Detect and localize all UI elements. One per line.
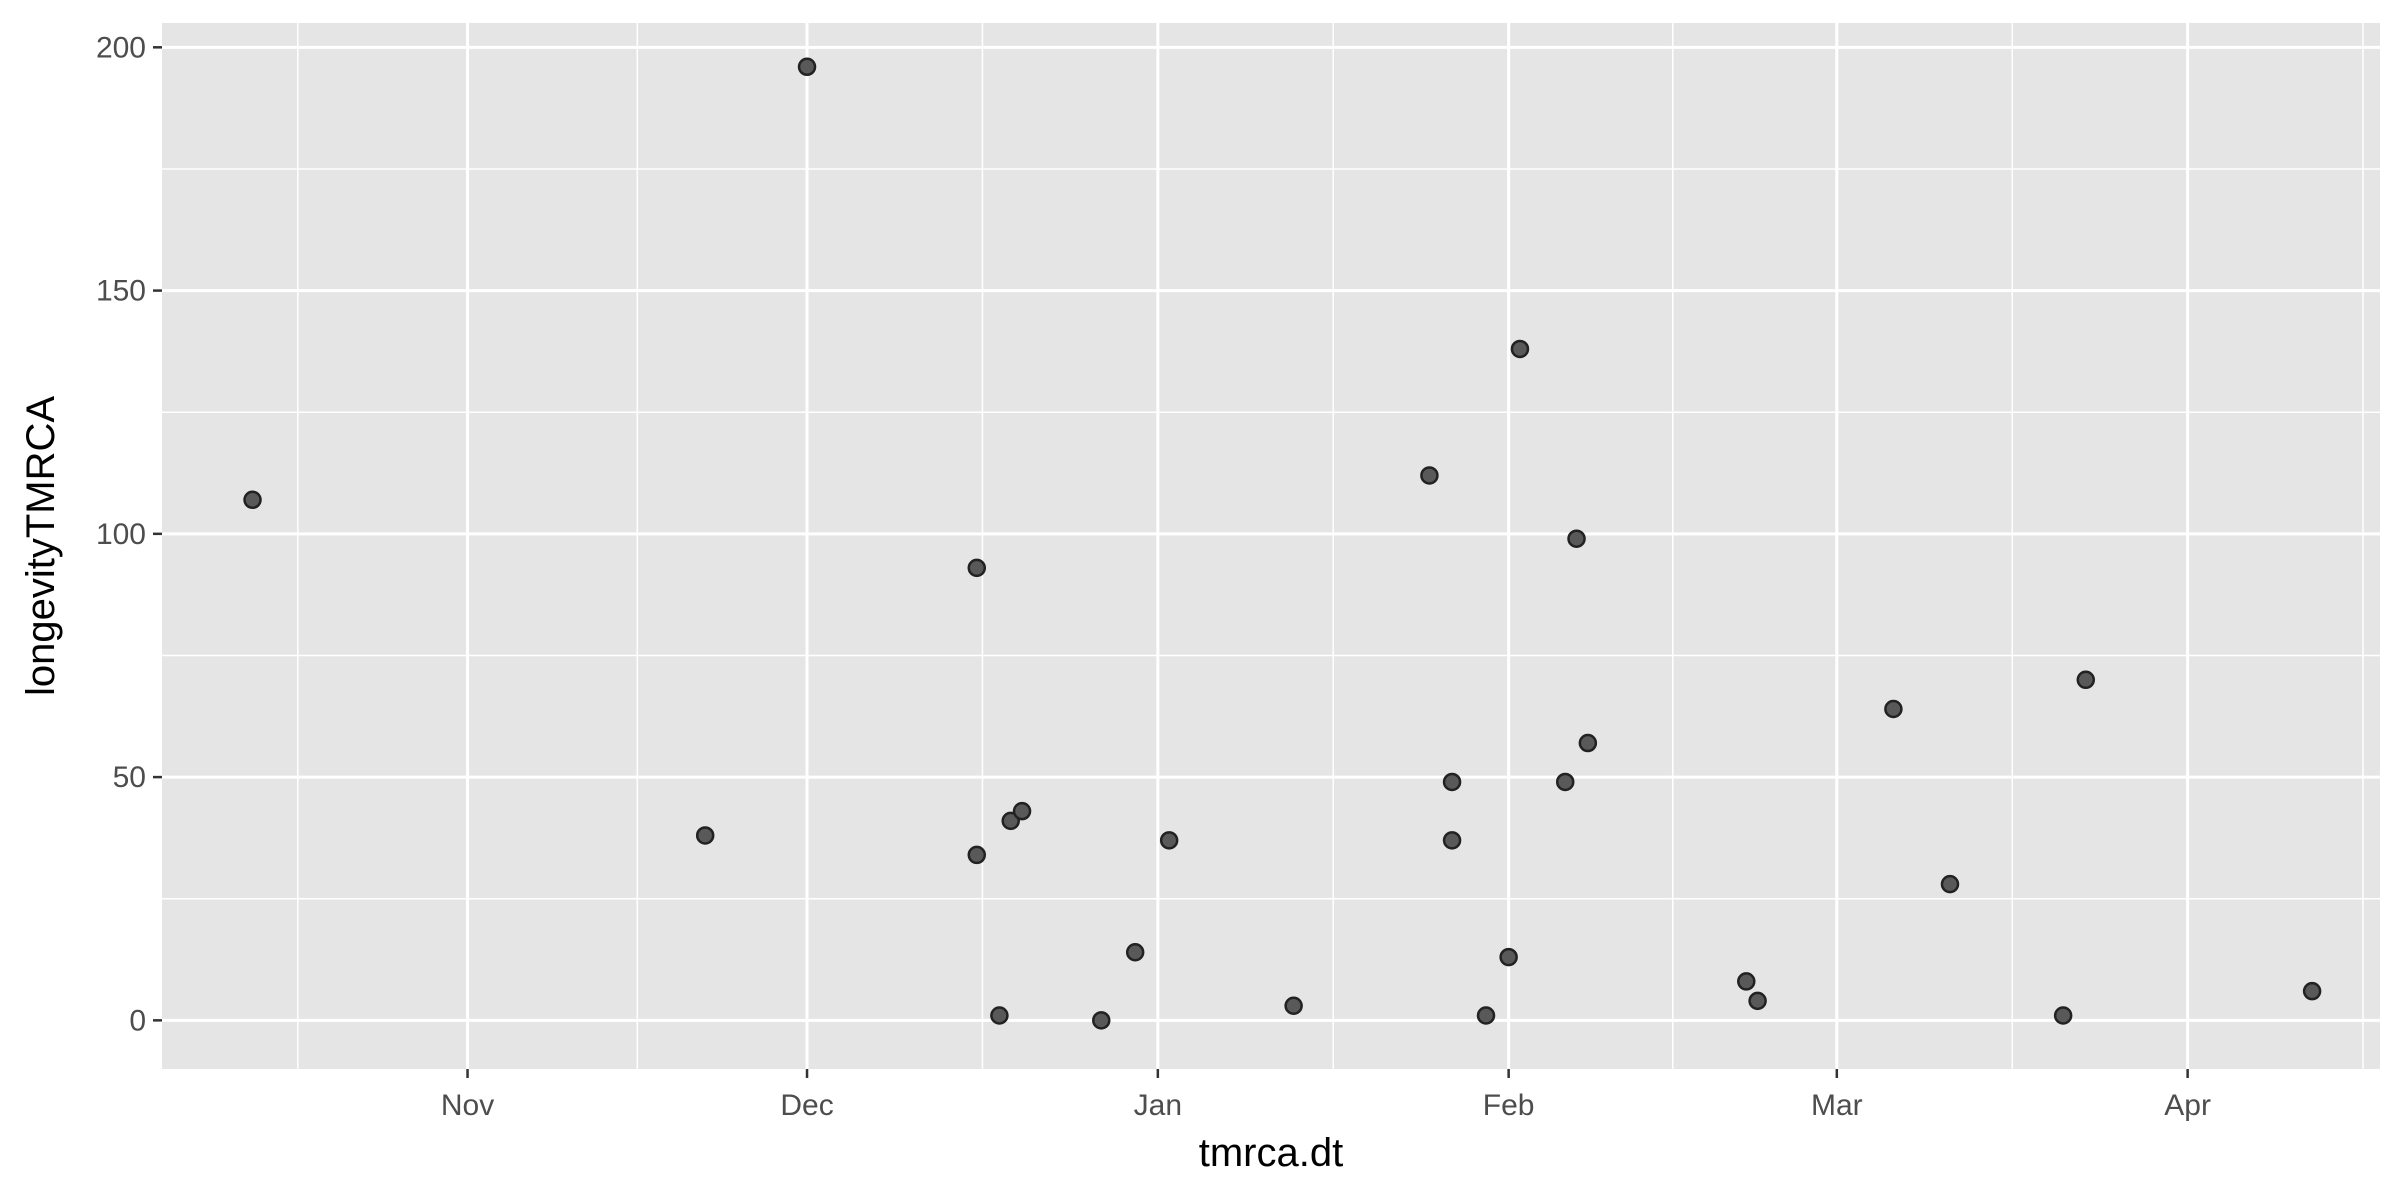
x-tick-label: Apr — [2164, 1089, 2211, 1122]
scatter-point — [1557, 774, 1573, 790]
y-axis-title: longevityTMRCA — [19, 396, 63, 696]
scatter-point — [1444, 774, 1460, 790]
plot-panel — [162, 23, 2380, 1069]
scatter-point — [969, 847, 985, 863]
y-tick-label: 50 — [113, 761, 146, 794]
scatter-point — [1161, 832, 1177, 848]
y-tick-label: 150 — [96, 275, 146, 308]
scatter-point — [969, 560, 985, 576]
x-tick-label: Dec — [780, 1089, 833, 1122]
scatter-point — [1942, 876, 1958, 892]
scatter-point — [1501, 949, 1517, 965]
y-tick-label: 0 — [129, 1004, 146, 1037]
y-axis: 0 50 100 150 200 — [96, 31, 162, 1037]
scatter-point — [1512, 341, 1528, 357]
scatter-point — [1127, 944, 1143, 960]
scatter-point — [1738, 973, 1754, 989]
x-tick-label: Jan — [1134, 1089, 1182, 1122]
scatter-point — [2078, 672, 2094, 688]
scatter-point — [1569, 531, 1585, 547]
y-tick-label: 200 — [96, 31, 146, 64]
scatter-point — [2055, 1007, 2071, 1023]
scatter-point — [1286, 998, 1302, 1014]
scatter-point — [697, 827, 713, 843]
scatter-point — [1478, 1007, 1494, 1023]
scatter-point — [1885, 701, 1901, 717]
scatter-point — [799, 59, 815, 75]
scatter-point — [2304, 983, 2320, 999]
scatter-point — [1014, 803, 1030, 819]
scatter-point — [1421, 467, 1437, 483]
scatter-point — [245, 492, 261, 508]
x-tick-label: Nov — [441, 1089, 494, 1122]
scatter-point — [1580, 735, 1596, 751]
x-axis: Nov Dec Jan Feb Mar Apr — [441, 1069, 2211, 1122]
x-axis-title: tmrca.dt — [1199, 1131, 1343, 1175]
scatter-point — [1750, 993, 1766, 1009]
scatter-point — [1444, 832, 1460, 848]
scatter-point — [1093, 1012, 1109, 1028]
y-tick-label: 100 — [96, 518, 146, 551]
x-tick-label: Feb — [1483, 1089, 1535, 1122]
x-tick-label: Mar — [1811, 1089, 1863, 1122]
scatter-point — [991, 1007, 1007, 1023]
